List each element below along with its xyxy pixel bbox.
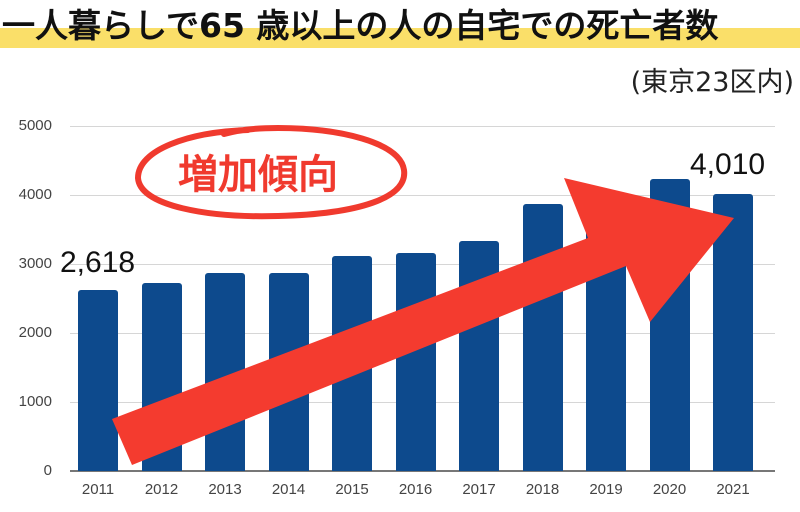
- bar-2021: [713, 194, 753, 471]
- x-tick-label: 2012: [144, 481, 179, 498]
- x-tick-label: 2020: [652, 481, 687, 498]
- y-tick-label: 0: [43, 462, 52, 479]
- x-tick-label: 2021: [716, 481, 750, 498]
- y-tick-label: 2000: [18, 324, 52, 341]
- x-axis-line: [70, 470, 775, 472]
- trend-annotation: 増加傾向: [128, 120, 418, 220]
- x-tick-label: 2013: [208, 481, 242, 498]
- y-tick-label: 5000: [18, 117, 52, 134]
- y-tick-label: 1000: [18, 393, 52, 410]
- annotation-label: 増加傾向: [178, 152, 338, 198]
- y-tick-label: 3000: [18, 255, 52, 272]
- x-tick-label: 2017: [462, 481, 496, 498]
- y-tick-label: 4000: [18, 186, 52, 203]
- gridline-5000: [70, 126, 775, 127]
- gridline-4000: [70, 195, 775, 196]
- x-tick-label: 2014: [271, 481, 306, 498]
- x-tick-label: 2015: [335, 481, 369, 498]
- bar-2018: [522, 203, 563, 471]
- x-tick-label: 2019: [589, 481, 623, 498]
- data-label-2021: 4,010: [690, 148, 766, 181]
- x-tick-label: 2011: [81, 481, 115, 498]
- title-highlight: [0, 28, 800, 48]
- x-tick-label: 2018: [525, 481, 560, 498]
- bar-2016: [395, 252, 436, 471]
- x-tick-label: 2016: [398, 481, 433, 498]
- data-label-2011: 2,618: [60, 246, 136, 279]
- chart-title: 一人暮らしで65 歳以上の人の自宅での死亡者数: [2, 6, 719, 45]
- chart-subtitle: (東京23区内): [630, 67, 794, 98]
- hand-drawn-circle-icon: [134, 124, 408, 220]
- chart-title-block: 一人暮らしで65 歳以上の人の自宅での死亡者数: [0, 4, 800, 48]
- bar-2011: [78, 290, 118, 471]
